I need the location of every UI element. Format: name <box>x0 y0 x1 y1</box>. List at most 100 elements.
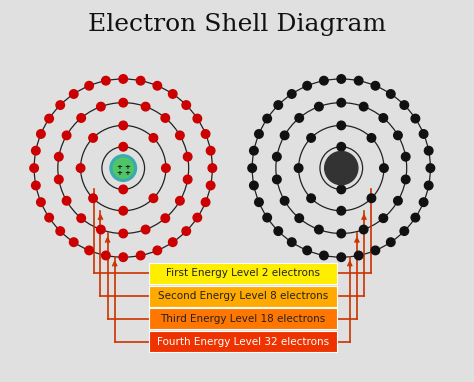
Circle shape <box>337 99 346 107</box>
Circle shape <box>337 229 346 238</box>
Circle shape <box>386 238 395 246</box>
Text: Second Energy Level 8 electrons: Second Energy Level 8 electrons <box>158 291 328 301</box>
Text: +: + <box>124 170 130 176</box>
Circle shape <box>274 227 283 235</box>
Circle shape <box>62 131 71 140</box>
Circle shape <box>263 114 272 123</box>
Circle shape <box>367 194 376 202</box>
Circle shape <box>371 81 380 90</box>
Circle shape <box>380 164 388 172</box>
Circle shape <box>182 101 191 109</box>
Circle shape <box>401 175 410 184</box>
Circle shape <box>371 246 380 255</box>
Circle shape <box>206 181 215 190</box>
Circle shape <box>315 102 323 111</box>
Circle shape <box>176 131 184 140</box>
Circle shape <box>206 146 215 155</box>
Circle shape <box>119 207 128 215</box>
Circle shape <box>359 102 368 111</box>
Circle shape <box>201 130 210 138</box>
Circle shape <box>274 101 283 109</box>
Circle shape <box>394 131 402 140</box>
Circle shape <box>379 114 388 122</box>
Circle shape <box>355 76 363 85</box>
Circle shape <box>183 152 192 161</box>
Circle shape <box>55 175 63 184</box>
FancyBboxPatch shape <box>149 309 337 329</box>
Circle shape <box>280 196 289 205</box>
Circle shape <box>161 214 170 222</box>
Circle shape <box>288 90 296 98</box>
FancyBboxPatch shape <box>149 263 337 283</box>
Circle shape <box>70 238 78 246</box>
Circle shape <box>119 229 128 238</box>
Circle shape <box>137 76 145 85</box>
Circle shape <box>101 251 110 260</box>
Circle shape <box>36 198 45 206</box>
Circle shape <box>411 213 419 222</box>
Circle shape <box>56 227 64 235</box>
Circle shape <box>337 142 346 151</box>
Circle shape <box>359 225 368 234</box>
Circle shape <box>337 207 346 215</box>
Circle shape <box>45 114 54 123</box>
Circle shape <box>168 238 177 246</box>
Text: Third Energy Level 18 electrons: Third Energy Level 18 electrons <box>160 314 326 324</box>
Circle shape <box>386 90 395 98</box>
Circle shape <box>153 246 162 255</box>
Circle shape <box>273 152 281 161</box>
Circle shape <box>113 158 133 178</box>
Text: First Energy Level 2 electrons: First Energy Level 2 electrons <box>166 268 320 278</box>
Circle shape <box>193 114 201 123</box>
Circle shape <box>355 251 363 260</box>
Circle shape <box>294 164 303 172</box>
Circle shape <box>36 130 45 138</box>
Circle shape <box>77 114 85 122</box>
Circle shape <box>419 130 428 138</box>
Circle shape <box>319 76 328 85</box>
Circle shape <box>85 81 93 90</box>
Circle shape <box>56 101 64 109</box>
Circle shape <box>273 175 281 184</box>
Circle shape <box>119 75 128 83</box>
Circle shape <box>97 225 105 234</box>
Text: +: + <box>116 164 122 170</box>
Circle shape <box>263 213 272 222</box>
Circle shape <box>161 114 170 122</box>
Circle shape <box>337 253 346 261</box>
Circle shape <box>76 164 85 172</box>
Circle shape <box>45 213 54 222</box>
Circle shape <box>315 225 323 234</box>
Circle shape <box>303 246 311 255</box>
Circle shape <box>55 152 63 161</box>
Circle shape <box>379 214 388 222</box>
Circle shape <box>141 225 150 234</box>
Circle shape <box>400 227 409 235</box>
Circle shape <box>168 90 177 98</box>
Circle shape <box>307 194 315 202</box>
Circle shape <box>70 90 78 98</box>
Circle shape <box>280 131 289 140</box>
Circle shape <box>419 198 428 206</box>
Text: Electron Shell Diagram: Electron Shell Diagram <box>88 13 386 36</box>
Circle shape <box>325 152 358 185</box>
Circle shape <box>208 164 217 172</box>
Circle shape <box>89 134 97 142</box>
Circle shape <box>400 101 409 109</box>
Circle shape <box>77 214 85 222</box>
Circle shape <box>424 146 433 155</box>
Circle shape <box>193 213 201 222</box>
Circle shape <box>337 185 346 194</box>
Circle shape <box>201 198 210 206</box>
Circle shape <box>97 102 105 111</box>
Text: Fourth Energy Level 32 electrons: Fourth Energy Level 32 electrons <box>157 337 329 347</box>
Circle shape <box>424 181 433 190</box>
Text: +: + <box>124 164 130 170</box>
Circle shape <box>255 198 263 206</box>
Text: +: + <box>116 170 122 176</box>
FancyBboxPatch shape <box>149 331 337 352</box>
Circle shape <box>101 76 110 85</box>
Circle shape <box>89 194 97 202</box>
Circle shape <box>250 146 258 155</box>
Circle shape <box>295 114 303 122</box>
